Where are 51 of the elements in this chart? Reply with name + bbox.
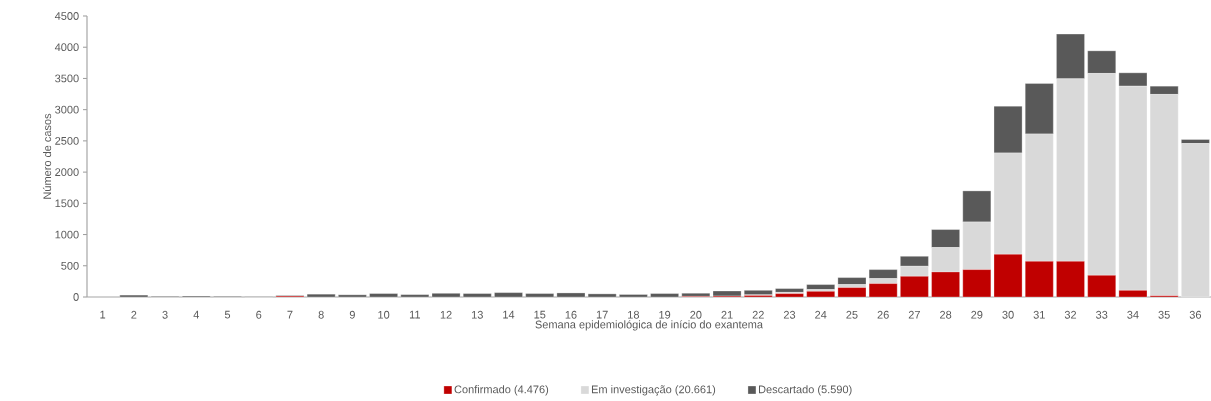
x-tick-label: 12	[440, 310, 452, 319]
y-tick-label: 3000	[55, 105, 79, 114]
x-tick-label: 14	[503, 310, 515, 319]
y-tick-label: 500	[61, 261, 79, 270]
legend-label: Em investigação (20.661)	[591, 385, 716, 396]
x-tick-label: 20	[690, 310, 702, 319]
x-tick-label: 23	[783, 310, 796, 319]
x-tick-label: 26	[877, 310, 889, 319]
x-tick-label: 28	[940, 310, 952, 319]
x-tick-label: 33	[1096, 310, 1108, 319]
x-tick-label: 24	[815, 310, 827, 319]
x-tick-label: 31	[1033, 310, 1045, 319]
x-tick-label: 13	[472, 310, 483, 319]
x-tick-label: 1	[100, 310, 106, 319]
y-tick-label: 2500	[55, 136, 79, 145]
x-tick-label: 19	[659, 310, 671, 319]
y-tick-label: 4500	[54, 12, 79, 20]
x-axis-title: Semana epidemiológica de início do exantema	[535, 320, 763, 331]
x-tick-label: 10	[378, 310, 390, 319]
x-tick-label: 7	[287, 310, 293, 319]
y-tick-label: 0	[73, 293, 79, 301]
legend-label: Descartado (5.590)	[759, 385, 852, 396]
x-tick-label: 21	[721, 310, 733, 319]
x-tick-label: 8	[318, 310, 324, 319]
x-tick-label: 29	[971, 310, 983, 319]
y-tick-label: 3500	[55, 74, 79, 83]
x-tick-label: 36	[1189, 310, 1202, 319]
x-tick-label: 25	[846, 310, 858, 319]
x-tick-label: 22	[752, 310, 764, 319]
x-tick-label: 6	[256, 310, 262, 319]
y-tick-label: 1000	[55, 230, 79, 239]
y-tick-label: 2000	[55, 168, 79, 177]
legend-label: Confirmado (4.476)	[454, 385, 549, 396]
x-tick-label: 16	[565, 310, 577, 319]
x-tick-label: 2	[131, 310, 137, 319]
x-tick-label: 27	[908, 310, 920, 319]
x-tick-label: 18	[628, 310, 640, 319]
x-tick-label: 15	[534, 310, 546, 319]
x-tick-label: 35	[1158, 310, 1170, 319]
x-tick-label: 32	[1064, 310, 1077, 319]
x-tick-label: 3	[162, 310, 168, 319]
x-tick-label: 17	[596, 310, 608, 319]
y-tick-label: 1500	[55, 199, 79, 208]
x-tick-label: 34	[1127, 310, 1139, 319]
x-tick-label: 4	[193, 310, 200, 319]
y-axis-title: Número de casos	[42, 113, 52, 199]
x-tick-label: 5	[224, 310, 231, 319]
x-tick-label: 9	[349, 310, 355, 319]
y-tick-label: 4000	[54, 43, 79, 52]
x-tick-label: 30	[1002, 310, 1014, 319]
x-tick-label: 11	[409, 310, 420, 319]
